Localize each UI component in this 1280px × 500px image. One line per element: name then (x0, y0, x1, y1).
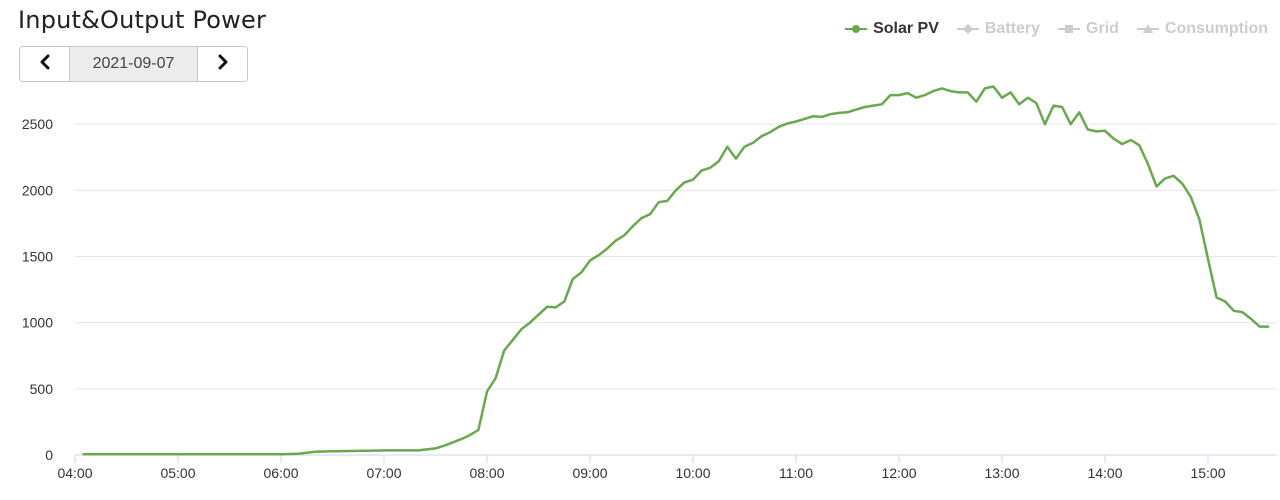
triangle-marker-icon (1136, 23, 1159, 35)
previous-day-button[interactable] (20, 47, 69, 81)
y-tick-label: 2500 (22, 116, 53, 132)
legend-label: Solar PV (873, 20, 939, 37)
x-tick-label: 09:00 (572, 465, 607, 481)
y-tick-label: 2000 (22, 182, 53, 198)
x-tick-label: 10:00 (675, 465, 710, 481)
y-tick-label: 500 (30, 381, 54, 397)
next-day-button[interactable] (198, 47, 247, 81)
date-display[interactable]: 2021-09-07 (69, 47, 198, 81)
x-tick-label: 04:00 (57, 465, 92, 481)
x-tick-label: 07:00 (366, 465, 401, 481)
y-tick-label: 1000 (22, 315, 53, 331)
x-tick-label: 08:00 (469, 465, 504, 481)
x-tick-label: 13:00 (984, 465, 1019, 481)
chevron-left-icon (38, 54, 52, 75)
circle-marker-icon (845, 23, 868, 35)
diamond-marker-icon (956, 23, 979, 35)
x-tick-label: 05:00 (160, 465, 195, 481)
date-navigator: 2021-09-07 (19, 46, 248, 82)
chart-title: Input&Output Power (18, 6, 267, 34)
x-tick-label: 15:00 (1190, 465, 1225, 481)
chevron-right-icon (216, 54, 230, 75)
x-tick-label: 11:00 (779, 465, 813, 481)
legend-label: Grid (1086, 20, 1119, 37)
legend-item-battery[interactable]: Battery (956, 20, 1041, 38)
legend-label: Battery (984, 20, 1041, 37)
x-tick-label: 12:00 (881, 465, 916, 481)
legend-item-solar-pv[interactable]: Solar PV (845, 20, 939, 38)
legend-item-consumption[interactable]: Consumption (1136, 20, 1268, 38)
series-line-solar-pv (82, 85, 1270, 456)
legend-item-grid[interactable]: Grid (1058, 20, 1119, 38)
x-tick-label: 14:00 (1087, 465, 1122, 481)
y-tick-label: 1500 (22, 249, 53, 265)
chart-legend: Solar PV Battery Grid Consumption (845, 20, 1268, 38)
y-tick-label: 0 (45, 447, 53, 463)
legend-label: Consumption (1164, 20, 1268, 37)
x-tick-label: 06:00 (263, 465, 298, 481)
square-marker-icon (1058, 23, 1081, 35)
